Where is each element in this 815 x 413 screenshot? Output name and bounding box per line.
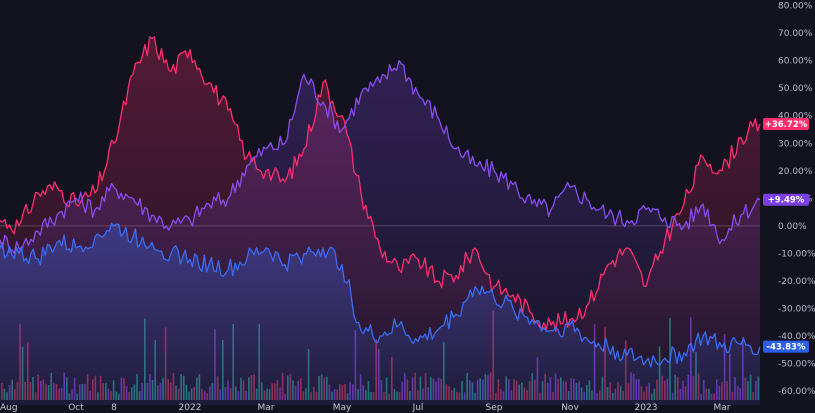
line-layer — [0, 36, 761, 368]
x-tick-label: Jul — [412, 403, 424, 413]
last-value-label-2: -43.83% — [767, 343, 806, 353]
badge-layer: +36.72% +9.49% -43.83% — [763, 117, 809, 353]
y-tick-label: -40.00% — [778, 332, 815, 342]
x-tick-label: Oct — [68, 403, 84, 413]
x-tick-label: Mar — [714, 403, 731, 413]
x-tick-label: Nov — [561, 403, 579, 413]
y-tick-label: -50.00% — [778, 360, 815, 370]
x-tick-label: Mar — [258, 403, 275, 413]
x-tick-label: 8 — [111, 403, 117, 413]
x-tick-label: 2022 — [179, 403, 202, 413]
last-value-badge-1: +9.49% — [763, 193, 809, 206]
y-tick-label: 60.00% — [778, 57, 813, 67]
y-tick-label: -20.00% — [778, 277, 815, 287]
last-value-label-1: +9.49% — [768, 196, 805, 206]
series-line-1 — [0, 59, 761, 255]
x-tick-label: Aug — [0, 403, 18, 413]
x-tick-label: Sep — [486, 403, 503, 413]
y-tick-label: 50.00% — [778, 84, 813, 94]
y-tick-label: 20.00% — [778, 167, 813, 177]
y-tick-label: -30.00% — [778, 305, 815, 315]
y-tick-label: 30.00% — [778, 139, 813, 149]
y-tick-label: -10.00% — [778, 249, 815, 259]
y-tick-label: -60.00% — [778, 387, 815, 397]
area-layer — [0, 36, 760, 406]
series-area-2 — [0, 223, 760, 405]
last-value-label-0: +36.72% — [765, 120, 808, 130]
y-tick-label: 70.00% — [778, 29, 813, 39]
series-line-0 — [0, 36, 761, 333]
last-value-badge-2: -43.83% — [763, 340, 809, 353]
y-tick-label: 40.00% — [778, 112, 813, 122]
x-tick-label: 2023 — [635, 403, 658, 413]
y-tick-label: 80.00% — [778, 2, 813, 12]
y-tick-label: 0.00% — [778, 222, 807, 232]
x-tick-label: May — [333, 403, 352, 413]
x-axis: Aug Oct 8 2022 Mar May Jul Sep Nov 2023 Mar — [0, 403, 731, 413]
last-value-badge-0: +36.72% — [763, 117, 809, 130]
series-line-2 — [0, 222, 761, 368]
